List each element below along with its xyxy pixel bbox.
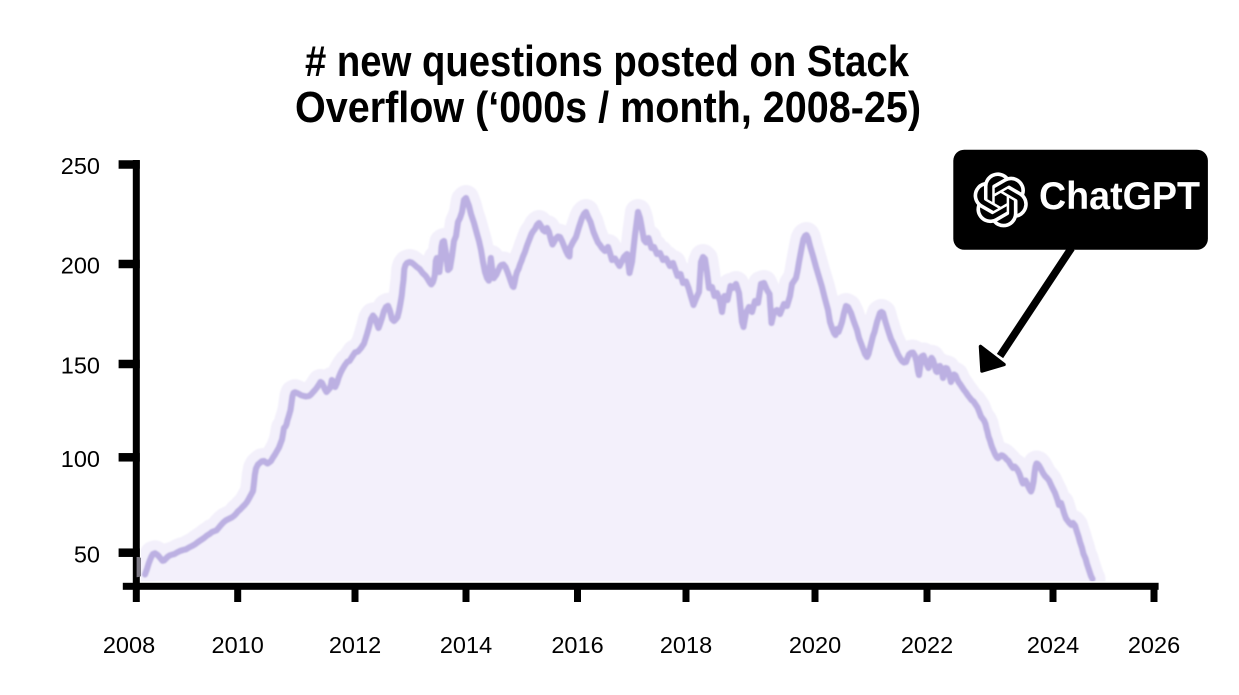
svg-text:Overflow (‘000s / month, 2008-: Overflow (‘000s / month, 2008-25) (295, 83, 921, 132)
svg-text:2008: 2008 (103, 632, 155, 658)
svg-text:150: 150 (61, 353, 100, 379)
svg-text:2016: 2016 (551, 632, 603, 658)
svg-text:2014: 2014 (440, 632, 492, 658)
svg-text:100: 100 (61, 446, 100, 472)
svg-text:# new questions posted on Stac: # new questions posted on Stack (305, 37, 909, 86)
svg-text:200: 200 (61, 253, 100, 279)
svg-text:2018: 2018 (660, 632, 712, 658)
svg-text:2022: 2022 (901, 632, 953, 658)
svg-text:250: 250 (61, 153, 100, 179)
svg-text:2024: 2024 (1027, 632, 1079, 658)
svg-text:2020: 2020 (789, 632, 841, 658)
svg-text:50: 50 (74, 541, 100, 567)
svg-text:ChatGPT: ChatGPT (1039, 175, 1200, 218)
svg-text:2012: 2012 (329, 632, 381, 658)
svg-text:2026: 2026 (1128, 632, 1180, 658)
svg-text:2010: 2010 (212, 632, 264, 658)
